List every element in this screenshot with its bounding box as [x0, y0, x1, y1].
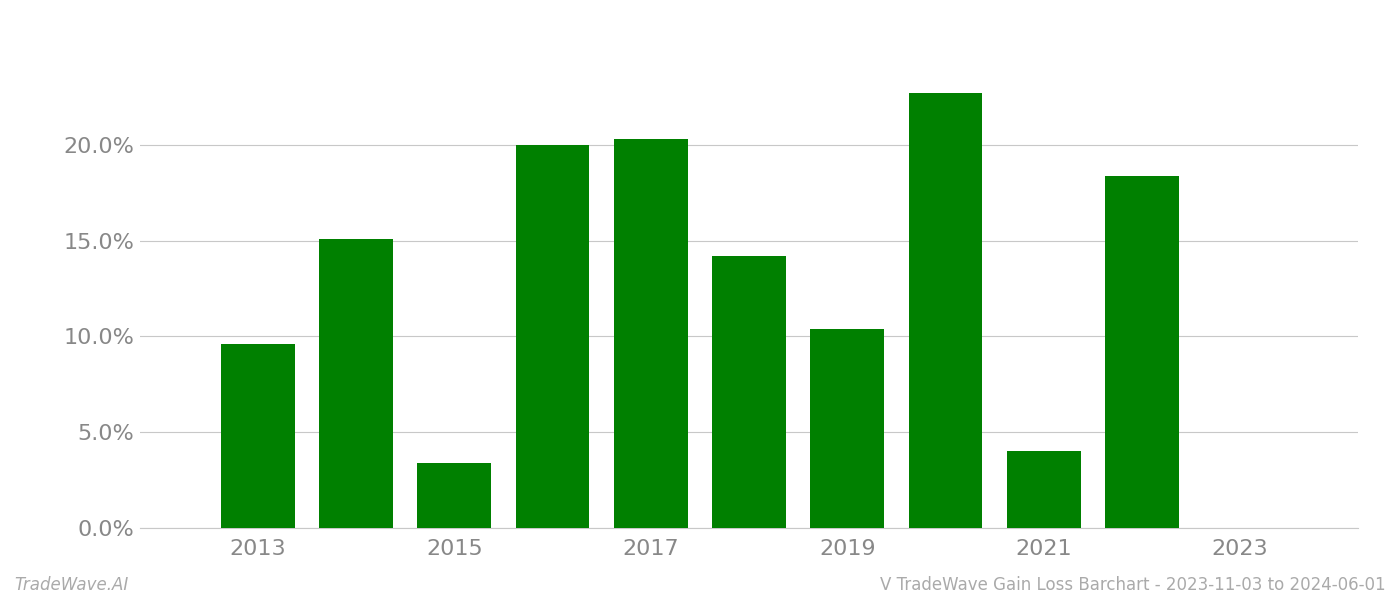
- Text: TradeWave.AI: TradeWave.AI: [14, 576, 129, 594]
- Bar: [319, 239, 393, 528]
- Text: V TradeWave Gain Loss Barchart - 2023-11-03 to 2024-06-01: V TradeWave Gain Loss Barchart - 2023-11…: [881, 576, 1386, 594]
- Bar: [1105, 176, 1179, 528]
- Bar: [909, 93, 983, 528]
- Bar: [417, 463, 491, 528]
- Bar: [713, 256, 785, 528]
- Bar: [811, 329, 883, 528]
- Bar: [1007, 451, 1081, 528]
- Bar: [515, 145, 589, 528]
- Bar: [615, 139, 687, 528]
- Bar: [221, 344, 295, 528]
